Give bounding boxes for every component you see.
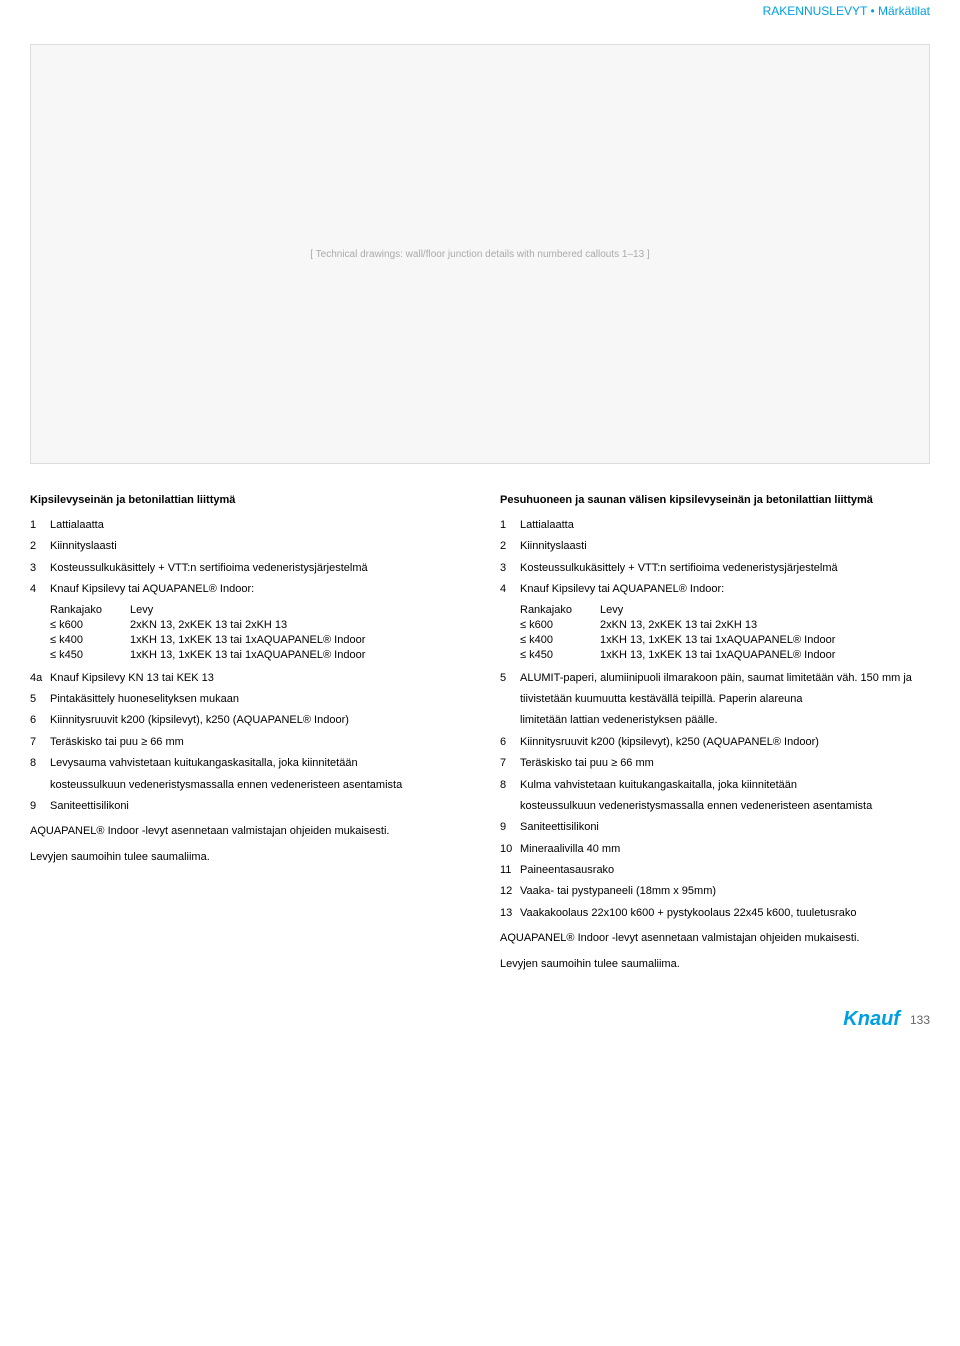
diagram-placeholder: [ Technical drawings: wall/floor junctio…: [310, 249, 649, 260]
table-header-row: Rankajako Levy: [50, 604, 460, 616]
list-item: 1Lattialaatta: [500, 518, 930, 533]
list-item: 9Saniteettisilikoni: [500, 820, 930, 835]
list-item: 12Vaaka- tai pystypaneeli (18mm x 95mm): [500, 884, 930, 899]
list-item: 2Kiinnityslaasti: [500, 539, 930, 554]
technical-diagrams: [ Technical drawings: wall/floor junctio…: [30, 44, 930, 464]
right-note-1: AQUAPANEL® Indoor -levyt asennetaan valm…: [500, 931, 930, 946]
table-row: ≤ k4001xKH 13, 1xKEK 13 tai 1xAQUAPANEL®…: [520, 634, 930, 646]
left-list-2: 4aKnauf Kipsilevy KN 13 tai KEK 13 5Pint…: [30, 671, 460, 772]
bullet-icon: •: [870, 4, 878, 18]
table-row: ≤ k4501xKH 13, 1xKEK 13 tai 1xAQUAPANEL®…: [520, 649, 930, 661]
list-item: 13Vaakakoolaus 22x100 k600 + pystykoolau…: [500, 906, 930, 921]
item-8-continuation: kosteussulkuun vedeneristysmassalla enne…: [520, 799, 930, 814]
list-item: 2Kiinnityslaasti: [30, 539, 460, 554]
list-item: 3Kosteussulkukäsittely + VTT:n sertifioi…: [500, 561, 930, 576]
table-row: ≤ k6002xKN 13, 2xKEK 13 tai 2xKH 13: [520, 619, 930, 631]
left-note-2: Levyjen saumoihin tulee saumaliima.: [30, 850, 460, 865]
footer: Knauf 133: [30, 1008, 930, 1031]
left-table: Rankajako Levy ≤ k6002xKN 13, 2xKEK 13 t…: [50, 604, 460, 661]
header-text: RAKENNUSLEVYT • Märkätilat: [763, 4, 930, 18]
header-subcategory: Märkätilat: [878, 4, 930, 18]
list-item: 7Teräskisko tai puu ≥ 66 mm: [30, 735, 460, 750]
item-5-cont-1: tiivistetään kuumuutta kestävällä teipil…: [520, 692, 930, 707]
list-item: 3Kosteussulkukäsittely + VTT:n sertifioi…: [30, 561, 460, 576]
list-item: 1Lattialaatta: [30, 518, 460, 533]
table-row: ≤ k4001xKH 13, 1xKEK 13 tai 1xAQUAPANEL®…: [50, 634, 460, 646]
list-item: 8Kulma vahvistetaan kuitukangaskaitalla,…: [500, 778, 930, 793]
right-title: Pesuhuoneen ja saunan välisen kipsilevys…: [500, 494, 930, 506]
table-row: ≤ k4501xKH 13, 1xKEK 13 tai 1xAQUAPANEL®…: [50, 649, 460, 661]
content-columns: Kipsilevyseinän ja betonilattian liittym…: [30, 494, 930, 978]
list-item: 7Teräskisko tai puu ≥ 66 mm: [500, 756, 930, 771]
list-item: 11Paineentasausrako: [500, 863, 930, 878]
right-list-3: 6Kiinnitysruuvit k200 (kipsilevyt), k250…: [500, 735, 930, 793]
left-title: Kipsilevyseinän ja betonilattian liittym…: [30, 494, 460, 506]
left-list-3: 9Saniteettisilikoni: [30, 799, 460, 814]
table-row: ≤ k6002xKN 13, 2xKEK 13 tai 2xKH 13: [50, 619, 460, 631]
list-item: 8Levysauma vahvistetaan kuitukangaskasit…: [30, 756, 460, 771]
header-band: RAKENNUSLEVYT • Märkätilat: [0, 0, 960, 24]
right-list-4: 9Saniteettisilikoni 10Mineraalivilla 40 …: [500, 820, 930, 921]
right-list-1: 1Lattialaatta 2Kiinnityslaasti 3Kosteuss…: [500, 518, 930, 598]
brand-logo: Knauf: [843, 1008, 900, 1031]
table-header-row: Rankajako Levy: [520, 604, 930, 616]
right-list-2: 5ALUMIT-paperi, alumiinipuoli ilmarakoon…: [500, 671, 930, 686]
list-item: 4aKnauf Kipsilevy KN 13 tai KEK 13: [30, 671, 460, 686]
list-item: 10Mineraalivilla 40 mm: [500, 842, 930, 857]
left-list-1: 1Lattialaatta 2Kiinnityslaasti 3Kosteuss…: [30, 518, 460, 598]
item-8-continuation: kosteussulkuun vedeneristysmassalla enne…: [50, 778, 460, 793]
list-item: 4Knauf Kipsilevy tai AQUAPANEL® Indoor:: [500, 582, 930, 597]
left-column: Kipsilevyseinän ja betonilattian liittym…: [30, 494, 460, 978]
list-item: 5Pintakäsittely huoneselityksen mukaan: [30, 692, 460, 707]
page-number: 133: [910, 1013, 930, 1027]
list-item: 9Saniteettisilikoni: [30, 799, 460, 814]
item-5-cont-2: limitetään lattian vedeneristyksen pääll…: [520, 713, 930, 728]
header-category: RAKENNUSLEVYT: [763, 4, 867, 18]
right-table: Rankajako Levy ≤ k6002xKN 13, 2xKEK 13 t…: [520, 604, 930, 661]
list-item: 6Kiinnitysruuvit k200 (kipsilevyt), k250…: [30, 713, 460, 728]
list-item: 4Knauf Kipsilevy tai AQUAPANEL® Indoor:: [30, 582, 460, 597]
list-item: 6Kiinnitysruuvit k200 (kipsilevyt), k250…: [500, 735, 930, 750]
list-item: 5ALUMIT-paperi, alumiinipuoli ilmarakoon…: [500, 671, 930, 686]
right-column: Pesuhuoneen ja saunan välisen kipsilevys…: [500, 494, 930, 978]
right-note-2: Levyjen saumoihin tulee saumaliima.: [500, 957, 930, 972]
left-note-1: AQUAPANEL® Indoor -levyt asennetaan valm…: [30, 824, 460, 839]
